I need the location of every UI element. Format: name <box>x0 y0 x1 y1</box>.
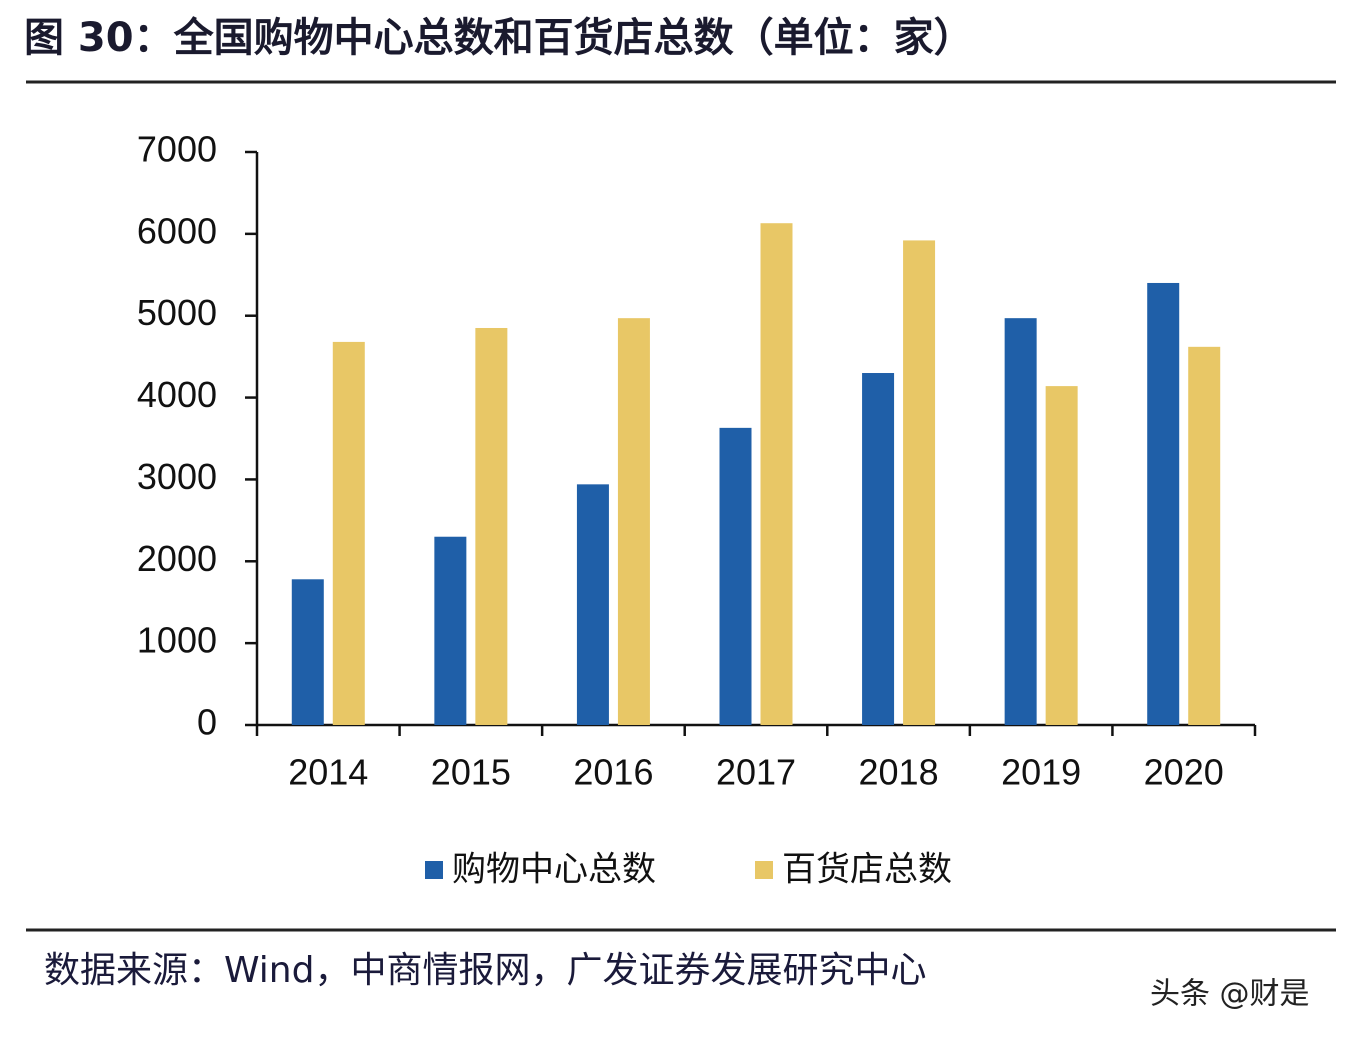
bar <box>1004 318 1037 725</box>
legend-label: 百货店总数 <box>782 850 952 890</box>
bar <box>576 484 609 725</box>
y-tick-label: 0 <box>197 702 217 743</box>
x-tick-label: 2014 <box>288 752 368 793</box>
bar <box>1045 386 1078 725</box>
y-tick-label: 2000 <box>137 538 217 579</box>
x-tick-label: 2015 <box>431 752 511 793</box>
chart-title: 图 30：全国购物中心总数和百货店总数（单位：家） <box>24 15 974 61</box>
x-tick-label: 2018 <box>859 752 939 793</box>
x-tick-label: 2016 <box>573 752 653 793</box>
bar <box>332 341 365 725</box>
y-tick-label: 6000 <box>137 210 217 251</box>
x-tick-label: 2019 <box>1001 752 1081 793</box>
watermark: 头条 @财是 <box>1150 977 1310 1012</box>
y-tick-label: 7000 <box>137 129 217 170</box>
bar <box>475 327 508 725</box>
legend-swatch <box>425 861 443 879</box>
bar <box>291 579 324 725</box>
y-tick-label: 4000 <box>137 374 217 415</box>
source-note: 数据来源：Wind，中商情报网，广发证券发展研究中心 <box>44 950 926 991</box>
bar <box>903 240 936 726</box>
bar <box>1147 282 1180 725</box>
y-tick-label: 5000 <box>137 292 217 333</box>
bar <box>1188 346 1221 725</box>
y-tick-label: 3000 <box>137 456 217 497</box>
legend-swatch <box>755 861 773 879</box>
bar <box>434 536 467 725</box>
bar <box>862 373 895 725</box>
bar <box>760 223 793 726</box>
legend-label: 购物中心总数 <box>452 850 656 890</box>
y-tick-label: 1000 <box>137 620 217 661</box>
bar <box>719 427 752 725</box>
x-tick-label: 2017 <box>716 752 796 793</box>
bar <box>617 318 650 725</box>
x-tick-label: 2020 <box>1144 752 1224 793</box>
